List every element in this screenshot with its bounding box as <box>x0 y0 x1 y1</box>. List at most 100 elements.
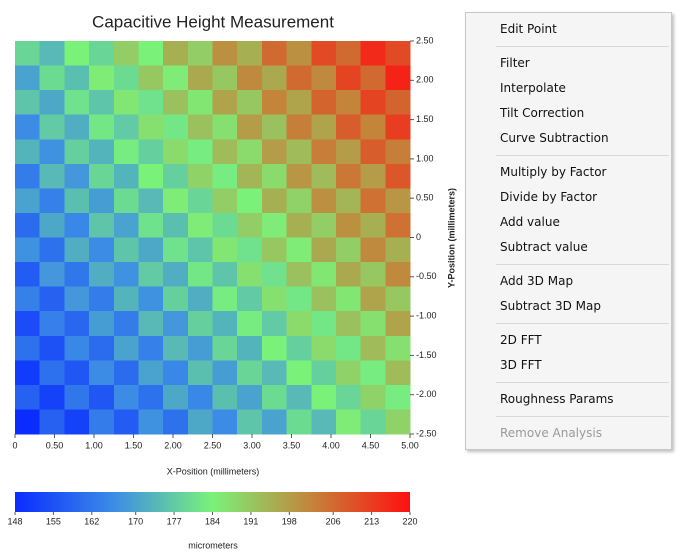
heatmap-cell <box>212 335 238 361</box>
heatmap-cell <box>138 262 164 288</box>
heatmap-cell <box>163 212 189 238</box>
heatmap-cell <box>89 409 115 435</box>
heatmap-cell <box>163 139 189 165</box>
heatmap-cell <box>335 335 362 361</box>
heatmap-cell <box>286 65 312 91</box>
heatmap-cell <box>261 360 288 386</box>
heatmap-cell <box>286 188 312 214</box>
heatmap-cell <box>89 212 115 238</box>
heatmap-cell <box>212 286 238 312</box>
heatmap-cell <box>335 286 362 312</box>
menu-item[interactable]: 2D FFT <box>500 333 542 347</box>
heatmap-cell <box>64 188 90 214</box>
heatmap-cell <box>261 286 288 312</box>
menu-item[interactable]: 3D FFT <box>500 358 542 372</box>
heatmap-cell <box>89 360 115 386</box>
heatmap-cell <box>212 41 238 67</box>
heatmap-cell <box>113 311 139 337</box>
heatmap-cell <box>237 384 263 410</box>
heatmap-cell <box>311 90 337 116</box>
x-tick-label: 3.00 <box>243 440 261 450</box>
heatmap-cell <box>15 41 41 67</box>
heatmap-cell <box>15 409 41 435</box>
heatmap-cell <box>385 163 411 189</box>
heatmap-cell <box>113 262 139 288</box>
y-tick-label: -1.50 <box>416 350 437 360</box>
heatmap-cell <box>360 65 386 91</box>
heatmap-cell <box>360 114 386 140</box>
heatmap-cell <box>39 212 65 238</box>
colorbar-tick-label: 155 <box>46 516 61 526</box>
heatmap-cell <box>311 188 337 214</box>
menu-item[interactable]: Edit Point <box>500 22 557 36</box>
menu-item[interactable]: Curve Subtraction <box>500 131 609 145</box>
heatmap-cell <box>237 90 263 116</box>
heatmap-cell <box>360 139 386 165</box>
heatmap-cell <box>39 262 65 288</box>
heatmap-cell <box>64 139 90 165</box>
heatmap-cell <box>15 65 41 91</box>
heatmap-cell <box>335 65 362 91</box>
heatmap-cell <box>64 384 90 410</box>
heatmap-cell <box>138 286 164 312</box>
heatmap-cell <box>163 41 189 67</box>
menu-item[interactable]: Interpolate <box>500 81 566 95</box>
heatmap-cell <box>335 237 362 263</box>
heatmap-cell <box>311 163 337 189</box>
heatmap-cell <box>39 41 65 67</box>
heatmap-cell <box>385 237 411 263</box>
x-tick-label: 5.00 <box>401 440 419 450</box>
menu-separator <box>496 264 669 265</box>
heatmap-cell <box>237 65 263 91</box>
menu-item[interactable]: Tilt Correction <box>500 106 585 120</box>
menu-item[interactable]: Subtract value <box>500 240 588 254</box>
heatmap-cell <box>163 286 189 312</box>
y-tick-label: 1.50 <box>416 114 434 124</box>
heatmap-cell <box>163 311 189 337</box>
heatmap-cell <box>385 335 411 361</box>
heatmap-cell <box>237 360 263 386</box>
heatmap-cell <box>237 139 263 165</box>
heatmap-cell <box>286 311 312 337</box>
heatmap-cell <box>385 188 411 214</box>
heatmap-cell <box>15 262 41 288</box>
heatmap-cell <box>286 262 312 288</box>
menu-item[interactable]: Add 3D Map <box>500 274 574 288</box>
menu-item[interactable]: Filter <box>500 56 530 70</box>
colorbar-tick-label: 206 <box>326 516 341 526</box>
heatmap-cell <box>64 212 90 238</box>
heatmap-cell <box>212 65 238 91</box>
heatmap-cell <box>212 188 238 214</box>
heatmap-cell <box>89 335 115 361</box>
context-menu: Edit Point Filter Interpolate Tilt Correcti… <box>465 12 672 450</box>
heatmap-cell <box>237 409 263 435</box>
heatmap-cell <box>335 311 362 337</box>
heatmap-cell <box>237 114 263 140</box>
colorbar-tick-label: 184 <box>205 516 220 526</box>
menu-item[interactable]: Add value <box>500 215 560 229</box>
heatmap-cell <box>113 212 139 238</box>
heatmap-cell <box>335 384 362 410</box>
heatmap-cell <box>261 311 288 337</box>
heatmap-cell <box>286 212 312 238</box>
heatmap-cell <box>212 114 238 140</box>
x-tick-label: 1.00 <box>85 440 103 450</box>
heatmap-cell <box>311 409 337 435</box>
heatmap-cell <box>385 90 411 116</box>
heatmap-cell <box>311 311 337 337</box>
menu-item[interactable]: Divide by Factor <box>500 190 598 204</box>
heatmap-cell <box>286 286 312 312</box>
menu-item[interactable]: Subtract 3D Map <box>500 299 601 313</box>
heatmap-cell <box>237 286 263 312</box>
menu-separator <box>496 416 669 417</box>
heatmap-cell <box>89 311 115 337</box>
colorbar-tick-label: 220 <box>402 516 417 526</box>
colorbar-label: micrometers <box>188 540 238 550</box>
heatmap-cell <box>39 286 65 312</box>
heatmap-cell <box>15 237 41 263</box>
menu-item[interactable]: Roughness Params <box>500 392 614 406</box>
heatmap-cell <box>39 311 65 337</box>
menu-item[interactable]: Multiply by Factor <box>500 165 607 179</box>
heatmap-cell <box>261 41 288 67</box>
x-tick-label: 0 <box>12 440 17 450</box>
